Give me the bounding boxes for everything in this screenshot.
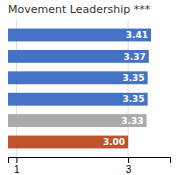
x-tick-label: 3 (126, 164, 132, 175)
x-axis: 13 (9, 157, 171, 175)
x-axis-line (9, 158, 171, 164)
data-label: 3.41 (126, 30, 148, 40)
x-tick: 1 (14, 157, 20, 175)
bar (8, 136, 128, 149)
data-labels: 3.41 3.37 3.35 3.35 3.33 3.00 (103, 30, 148, 147)
chart: 3.413.373.353.353.333.0013Movement Leade… (0, 0, 178, 175)
title: Movement Leadership *** (8, 3, 151, 16)
bar (8, 29, 151, 42)
data-label: 3.35 (122, 94, 144, 104)
bar (8, 93, 148, 106)
bar (8, 71, 148, 84)
bar (8, 114, 147, 127)
x-tick-mark (16, 157, 17, 163)
x-tick: 3 (126, 157, 132, 175)
data-label: 3.37 (124, 52, 146, 62)
data-label: 3.00 (103, 137, 125, 147)
bars (8, 29, 151, 149)
x-tick-label: 1 (14, 164, 20, 175)
bar (8, 50, 149, 63)
data-label: 3.33 (121, 116, 143, 126)
x-tick-mark (128, 157, 129, 163)
data-label: 3.35 (122, 73, 144, 83)
plot: 3.413.373.353.353.333.0013 (0, 20, 171, 175)
